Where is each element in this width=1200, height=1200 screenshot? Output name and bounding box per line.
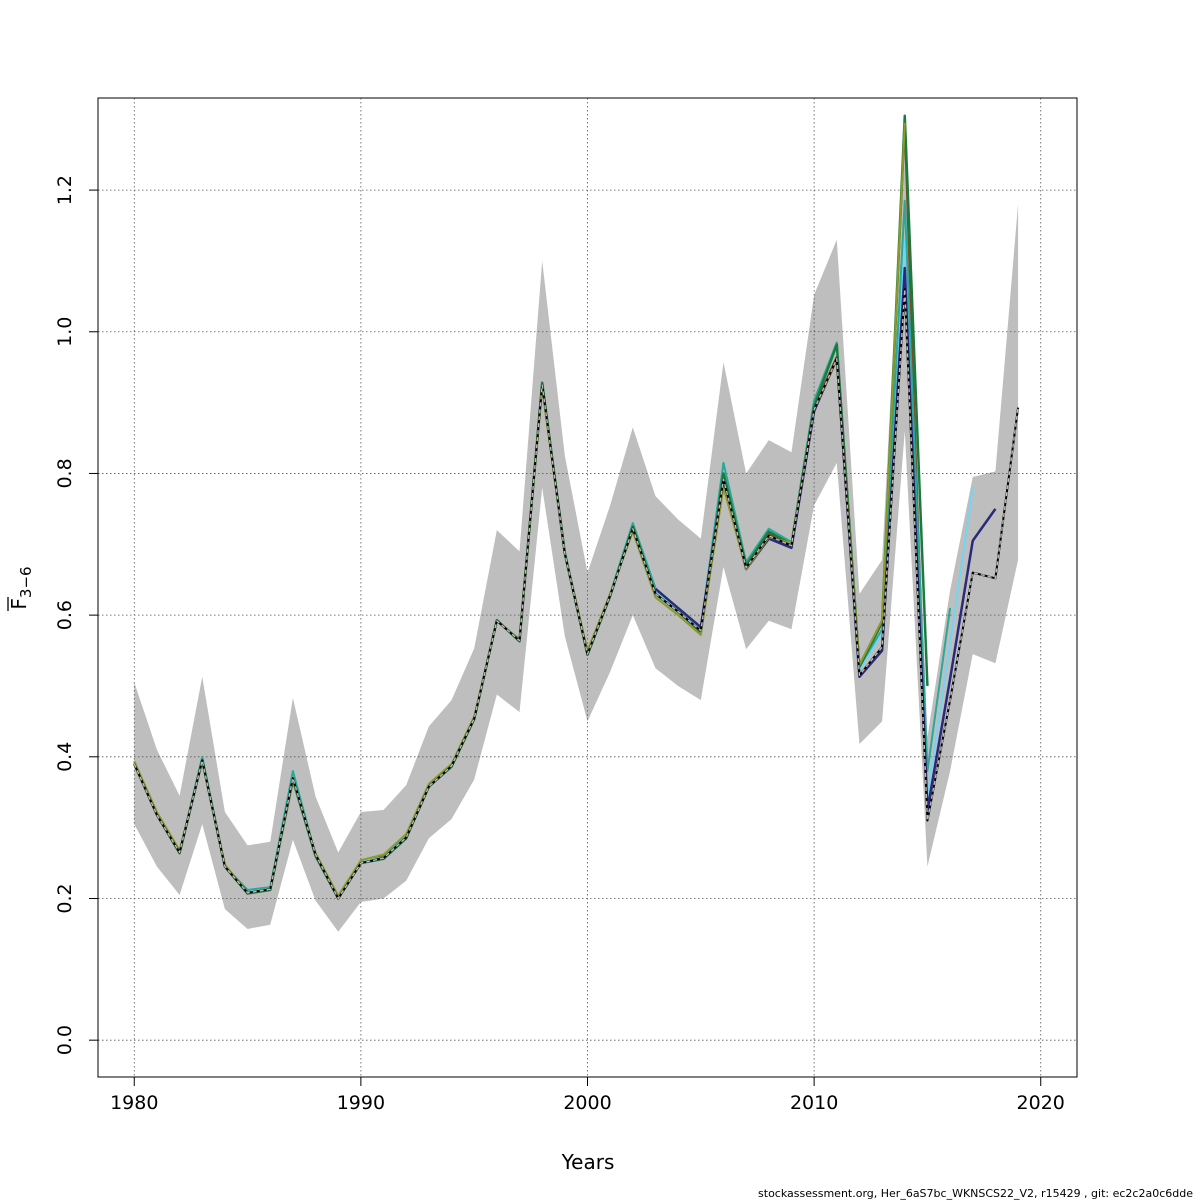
confidence-band xyxy=(134,126,1019,932)
x-tick-label: 2010 xyxy=(790,1092,838,1114)
svg-text:F3−6: F3−6 xyxy=(7,566,35,609)
footer-credit: stockassessment.org, Her_6aS7bc_WKNSCS22… xyxy=(758,1187,1193,1200)
series-layer xyxy=(133,114,1020,900)
y-tick-label: 1.2 xyxy=(54,175,76,205)
x-axis-title: Years xyxy=(561,1150,615,1174)
x-tick-label: 1980 xyxy=(110,1092,158,1114)
x-tick-label: 1990 xyxy=(337,1092,385,1114)
x-tick-label: 2000 xyxy=(563,1092,611,1114)
confidence-band-layer xyxy=(134,126,1019,932)
y-tick-label: 0.2 xyxy=(54,883,76,913)
y-axis-title-main: F xyxy=(7,598,31,610)
grid-layer xyxy=(98,98,1077,1077)
series-line-8 xyxy=(133,288,1019,900)
y-axis-title-subscript: 3−6 xyxy=(17,566,35,598)
y-tick-label: 0.8 xyxy=(54,458,76,488)
y-tick-label: 1.0 xyxy=(54,317,76,347)
y-axis-title: F3−6 xyxy=(7,566,35,611)
y-tick-label: 0.4 xyxy=(54,742,76,772)
axis-layer: 1980 1990 2000 2010 2020 0.0 0.2 0.4 0.6 0.8 1.0 1.… xyxy=(54,175,1065,1114)
y-tick-label: 0.0 xyxy=(54,1025,76,1055)
x-tick-label: 2020 xyxy=(1017,1092,1065,1114)
y-tick-label: 0.6 xyxy=(54,600,76,630)
